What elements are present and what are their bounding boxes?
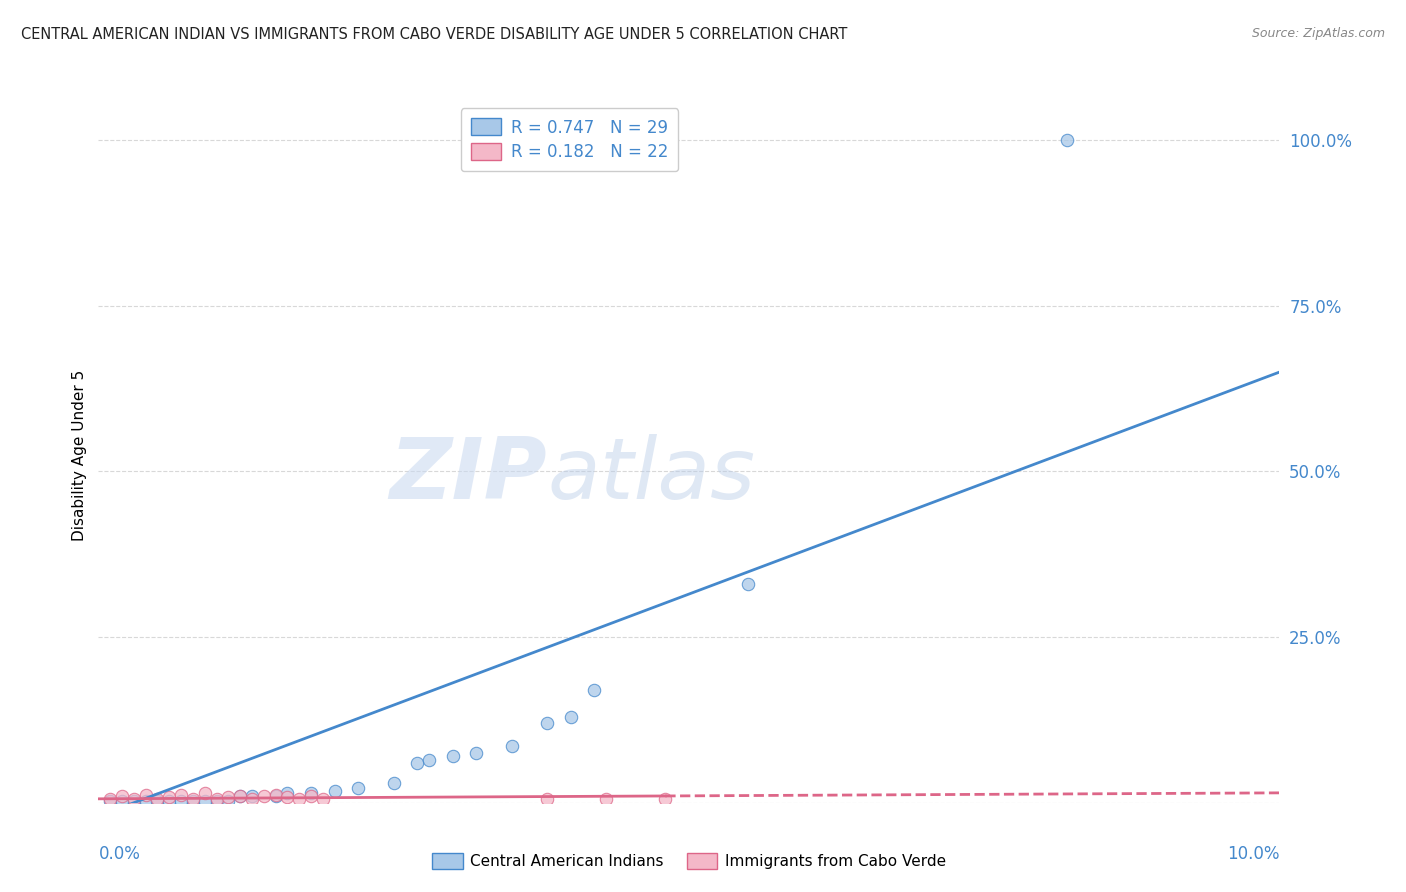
- Point: [276, 790, 298, 805]
- Point: [264, 789, 287, 804]
- Text: Source: ZipAtlas.com: Source: ZipAtlas.com: [1251, 27, 1385, 40]
- Point: [111, 789, 134, 804]
- Point: [1056, 133, 1078, 147]
- Text: ZIP: ZIP: [389, 434, 547, 517]
- Point: [560, 709, 582, 723]
- Point: [229, 789, 252, 804]
- Legend: R = 0.747   N = 29, R = 0.182   N = 22: R = 0.747 N = 29, R = 0.182 N = 22: [461, 109, 679, 171]
- Point: [382, 776, 405, 790]
- Point: [264, 788, 287, 802]
- Text: 10.0%: 10.0%: [1227, 845, 1279, 863]
- Point: [135, 795, 157, 809]
- Point: [205, 795, 228, 809]
- Point: [98, 792, 121, 806]
- Point: [299, 786, 322, 800]
- Point: [312, 792, 335, 806]
- Point: [583, 683, 606, 698]
- Point: [194, 786, 217, 800]
- Point: [595, 792, 617, 806]
- Point: [122, 792, 145, 806]
- Point: [737, 577, 759, 591]
- Point: [406, 756, 429, 770]
- Point: [135, 788, 157, 802]
- Point: [418, 753, 440, 767]
- Point: [465, 746, 488, 760]
- Point: [170, 788, 193, 802]
- Point: [288, 792, 311, 806]
- Point: [181, 795, 204, 809]
- Point: [98, 795, 121, 809]
- Point: [217, 790, 239, 805]
- Y-axis label: Disability Age Under 5: Disability Age Under 5: [72, 369, 87, 541]
- Point: [229, 789, 252, 804]
- Point: [170, 795, 193, 809]
- Point: [217, 795, 239, 809]
- Point: [323, 784, 346, 798]
- Point: [181, 792, 204, 806]
- Text: atlas: atlas: [547, 434, 755, 517]
- Point: [253, 789, 276, 804]
- Point: [157, 795, 180, 809]
- Point: [654, 792, 676, 806]
- Point: [276, 786, 298, 800]
- Point: [536, 792, 558, 806]
- Point: [501, 739, 523, 754]
- Text: 0.0%: 0.0%: [98, 845, 141, 863]
- Point: [122, 795, 145, 809]
- Point: [240, 789, 263, 804]
- Point: [146, 795, 169, 809]
- Point: [299, 789, 322, 804]
- Point: [157, 790, 180, 805]
- Legend: Central American Indians, Immigrants from Cabo Verde: Central American Indians, Immigrants fro…: [426, 847, 952, 875]
- Point: [536, 716, 558, 731]
- Point: [146, 792, 169, 806]
- Point: [194, 795, 217, 809]
- Point: [441, 749, 464, 764]
- Point: [111, 795, 134, 809]
- Point: [205, 792, 228, 806]
- Point: [240, 792, 263, 806]
- Point: [347, 781, 370, 796]
- Text: CENTRAL AMERICAN INDIAN VS IMMIGRANTS FROM CABO VERDE DISABILITY AGE UNDER 5 COR: CENTRAL AMERICAN INDIAN VS IMMIGRANTS FR…: [21, 27, 848, 42]
